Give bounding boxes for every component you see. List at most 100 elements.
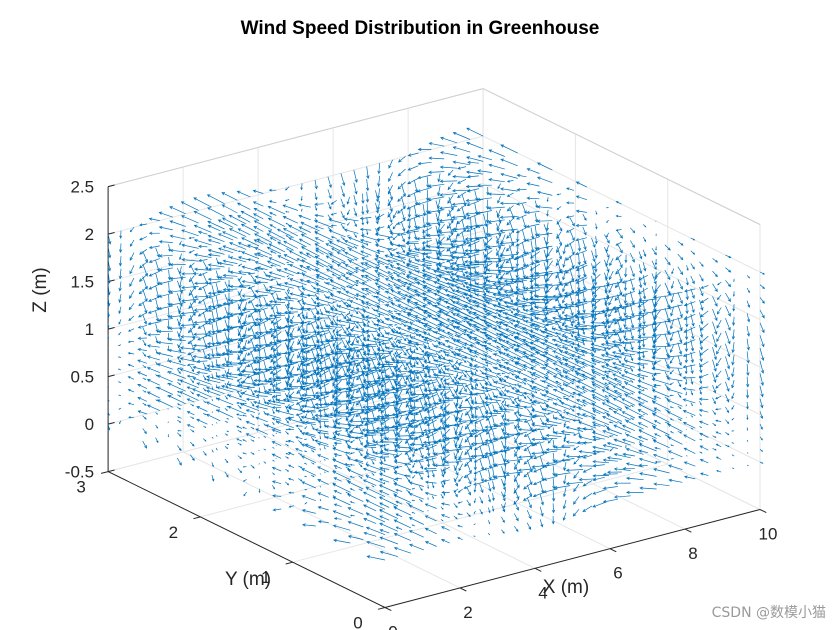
wind-arrow — [207, 253, 221, 257]
wind-arrow — [298, 452, 303, 456]
wind-arrow — [554, 343, 562, 347]
wind-arrow — [716, 345, 722, 355]
wind-arrow — [289, 360, 307, 365]
wind-arrow — [424, 491, 437, 497]
wind-arrow — [468, 284, 489, 291]
wind-arrow — [666, 342, 683, 347]
wind-arrow — [128, 303, 135, 311]
wind-arrow — [731, 417, 735, 421]
wind-arrow — [408, 245, 411, 251]
wind-arrow — [572, 378, 580, 383]
wind-arrow — [227, 279, 231, 288]
wind-arrow — [426, 406, 437, 413]
wind-arrow — [353, 296, 359, 300]
wind-arrow — [500, 246, 506, 257]
wind-arrow — [452, 313, 467, 321]
wind-arrow — [422, 332, 441, 341]
wind-arrow — [432, 330, 436, 334]
wind-arrow — [253, 220, 273, 231]
wind-arrow — [677, 355, 682, 366]
wind-arrow — [365, 526, 386, 536]
wind-arrow — [555, 381, 562, 385]
wind-arrow — [565, 468, 584, 472]
wind-arrow — [677, 367, 682, 377]
wind-arrow — [332, 447, 351, 455]
wind-arrow — [288, 505, 295, 508]
wind-arrow — [669, 357, 675, 364]
wind-arrow — [263, 398, 267, 405]
wind-arrow — [378, 490, 390, 496]
wind-arrow — [127, 363, 135, 368]
wind-arrow — [522, 377, 532, 383]
wind-arrow — [198, 271, 208, 277]
wind-arrow — [388, 325, 394, 332]
x-tick — [384, 607, 392, 612]
wind-arrow — [118, 319, 122, 325]
wind-arrow — [448, 361, 455, 369]
wind-arrow — [488, 520, 491, 525]
wind-arrow — [242, 390, 247, 394]
wind-arrow — [284, 380, 290, 392]
wind-arrow — [543, 475, 558, 481]
wind-arrow — [563, 461, 567, 471]
wind-arrow — [400, 234, 406, 243]
wind-arrow — [391, 330, 407, 337]
wind-arrow — [482, 296, 497, 302]
wind-arrow — [315, 262, 324, 268]
box-edge — [107, 88, 484, 188]
wind-arrow — [229, 312, 247, 316]
wind-arrow — [221, 217, 238, 226]
wind-arrow — [380, 331, 385, 338]
wind-arrow — [155, 412, 158, 415]
wind-arrow — [301, 468, 316, 476]
wind-arrow — [427, 446, 431, 457]
wind-arrow — [375, 279, 394, 289]
wind-arrow — [266, 379, 281, 383]
wind-arrow — [298, 203, 311, 208]
wind-arrow — [247, 285, 256, 290]
grid-lines — [107, 88, 761, 608]
wind-arrow — [205, 386, 225, 395]
x-axis-label: X (m) — [543, 577, 589, 598]
wind-arrow — [263, 360, 268, 372]
wind-arrow — [167, 421, 169, 424]
wind-arrow — [467, 253, 480, 259]
wind-arrow — [361, 282, 381, 293]
wind-arrow — [466, 127, 484, 137]
wind-arrow — [304, 462, 308, 465]
wind-arrow — [421, 247, 441, 252]
wind-arrow — [545, 222, 549, 232]
wind-arrow — [347, 435, 364, 439]
wind-arrow — [582, 505, 593, 513]
wind-arrow — [440, 526, 450, 531]
wind-arrow — [335, 341, 342, 348]
wind-arrow — [216, 409, 234, 418]
wind-arrow — [496, 400, 502, 410]
wind-arrow — [607, 370, 614, 373]
wind-arrow — [317, 442, 329, 447]
wind-arrow — [396, 415, 403, 424]
wind-arrow — [226, 393, 230, 397]
wind-arrow — [483, 214, 488, 228]
wind-arrow — [301, 271, 304, 275]
wind-arrow — [563, 411, 567, 413]
wind-arrow — [474, 215, 478, 229]
wind-arrow — [379, 428, 398, 433]
wind-arrow — [600, 332, 618, 336]
wind-arrow — [625, 420, 644, 430]
wind-arrow — [107, 297, 111, 307]
wind-arrow — [448, 348, 455, 354]
wind-arrow — [242, 403, 247, 405]
wind-arrow — [435, 200, 441, 214]
wind-arrow — [408, 270, 411, 272]
wind-arrow — [746, 427, 749, 431]
wind-arrow — [215, 384, 218, 389]
wind-arrow — [405, 264, 419, 270]
wind-arrow — [532, 385, 545, 392]
wind-arrow — [522, 342, 526, 345]
wind-arrow — [594, 248, 598, 259]
wind-arrow — [155, 298, 160, 311]
wind-arrow — [157, 340, 173, 345]
wind-arrow — [417, 161, 432, 166]
wind-arrow — [285, 481, 290, 486]
